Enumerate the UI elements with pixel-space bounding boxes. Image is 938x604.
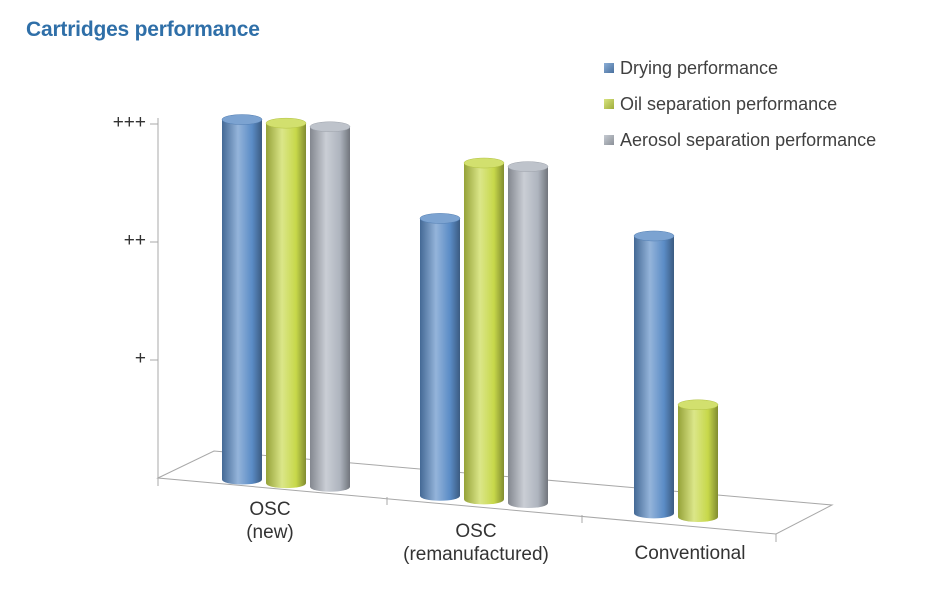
legend-label: Aerosol separation performance — [620, 129, 877, 150]
bar-top — [221, 114, 263, 125]
bar-body — [464, 163, 504, 505]
legend-swatch — [604, 99, 614, 109]
x-category-label: OSC (remanufactured) — [376, 520, 576, 566]
bar-top — [419, 213, 461, 224]
bar — [677, 399, 719, 522]
x-category-label-line: (new) — [246, 522, 294, 543]
bar-top — [677, 399, 719, 411]
y-tick-label: +++ — [112, 112, 146, 133]
x-category-label-line: Conventional — [634, 543, 746, 564]
bar-body — [310, 126, 350, 492]
legend-swatch — [604, 135, 614, 145]
bar — [265, 117, 307, 489]
bar — [463, 157, 505, 505]
chart-legend: Drying performance Oil separation perform… — [604, 50, 876, 158]
y-tick-label: + — [134, 348, 146, 369]
x-category-label-line: OSC — [455, 521, 497, 542]
bar-top — [309, 121, 351, 133]
bar-body — [420, 218, 460, 501]
bar — [309, 121, 351, 492]
chart-title: Cartridges performance — [26, 18, 260, 41]
bar-body — [266, 123, 306, 489]
legend-item: Aerosol separation performance — [604, 122, 876, 158]
bar — [633, 230, 675, 519]
bar-body — [222, 119, 262, 485]
bar-body — [634, 235, 674, 519]
bar — [221, 114, 263, 485]
legend-label: Drying performance — [620, 57, 779, 78]
legend-swatch — [604, 63, 614, 73]
bar-body — [678, 404, 718, 522]
legend-label: Oil separation performance — [620, 93, 838, 114]
bar-top — [633, 230, 675, 242]
legend-item: Drying performance — [604, 50, 876, 86]
bar-top — [265, 117, 307, 129]
bar — [507, 161, 549, 509]
x-category-label-line: (remanufactured) — [403, 544, 549, 565]
x-category-label: Conventional — [590, 542, 790, 565]
bar-top — [507, 161, 549, 172]
bar — [419, 213, 461, 501]
x-category-label: OSC (new) — [170, 498, 370, 544]
y-tick-label: ++ — [123, 230, 146, 251]
legend-item: Oil separation performance — [604, 86, 876, 122]
bar-body — [508, 166, 548, 509]
chart-bars — [221, 114, 719, 522]
bar-top — [463, 157, 505, 169]
x-category-label-line: OSC — [249, 499, 291, 520]
